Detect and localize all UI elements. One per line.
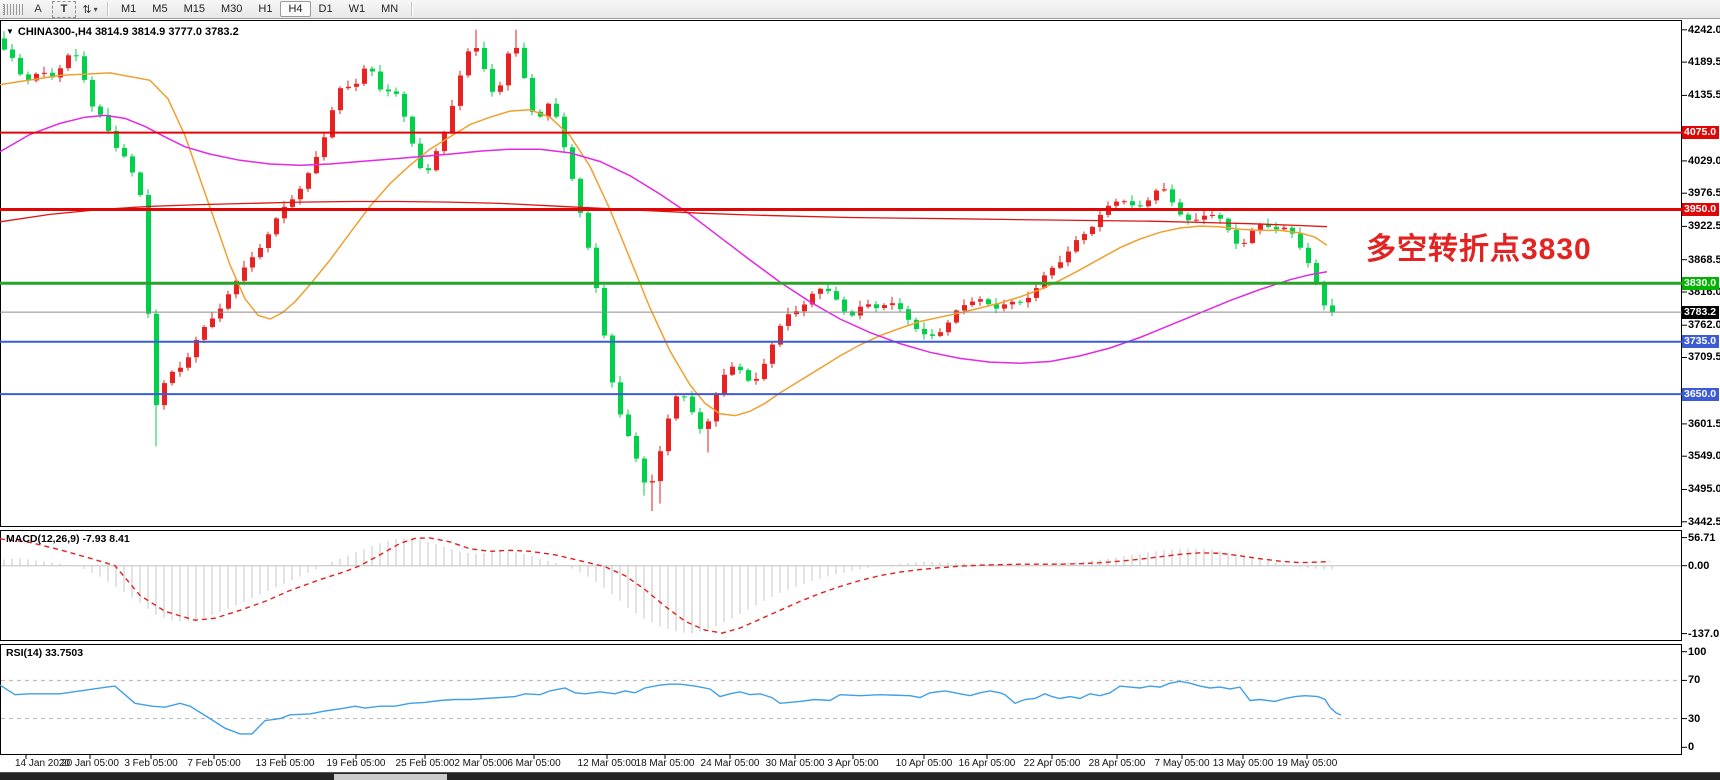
rsi-tick-label: 100 — [1688, 645, 1707, 658]
price-tick-label: 4029.0 — [1688, 154, 1720, 167]
x-axis-label: 13 Feb 05:00 — [255, 758, 315, 769]
timeframe-group: M1 M5 M15 M30 H1 H4 D1 W1 MN — [113, 0, 406, 17]
taskbar[interactable] — [0, 772, 1720, 780]
price-tag-3950.0: 3950.0 — [1682, 203, 1719, 216]
rsi-panel[interactable] — [0, 644, 1682, 755]
x-axis-label: 7 May 05:00 — [1154, 758, 1210, 769]
price-tag-3783.2: 3783.2 — [1682, 305, 1719, 319]
x-axis-label: 14 Jan 2020 — [14, 758, 71, 769]
rsi-indicator-label: RSI(14) 33.7503 — [6, 647, 84, 659]
arrows-tool[interactable]: ⇅ ▾ — [80, 2, 100, 17]
price-tick-label: 3601.5 — [1688, 417, 1720, 430]
x-axis-label: 30 Mar 05:00 — [765, 758, 825, 769]
chart-annotation-text[interactable]: 多空转折点3830 — [1366, 233, 1592, 266]
ma-slow-line — [0, 200, 1328, 228]
price-tick-label: 3495.0 — [1688, 483, 1720, 496]
timeframe-button-d1[interactable]: D1 — [318, 2, 333, 15]
ma-mid-line — [0, 114, 1328, 365]
x-axis-label: 12 Mar 05:00 — [577, 758, 637, 769]
price-tick-label: 3976.5 — [1688, 187, 1720, 200]
x-axis-label: 13 May 05:00 — [1212, 758, 1274, 769]
price-tick-label: 4242.0 — [1688, 23, 1720, 36]
taskbar-segment — [334, 774, 447, 780]
toolbar-separator — [107, 2, 108, 16]
macd-signal-line — [0, 537, 1331, 634]
timeframe-button-h1[interactable]: H1 — [258, 2, 273, 15]
price-tick-label: 3868.5 — [1688, 253, 1720, 266]
rsi-tick-label: 30 — [1688, 712, 1701, 725]
timeframe-button-m5[interactable]: M5 — [152, 2, 168, 15]
x-axis-label: 28 Apr 05:00 — [1088, 758, 1146, 769]
price-tick-label: 3922.5 — [1688, 220, 1720, 233]
price-tick-label: 4135.5 — [1688, 89, 1720, 102]
rsi-tick-label: 70 — [1688, 674, 1701, 687]
candles-layer — [2, 29, 1335, 511]
timeframe-button-h4[interactable]: H4 — [280, 0, 311, 17]
text-label-tool[interactable]: A — [34, 3, 42, 15]
timeframe-button-w1[interactable]: W1 — [348, 2, 366, 15]
price-tick-label: 3762.0 — [1688, 319, 1720, 332]
x-axis-label: 19 Feb 05:00 — [326, 758, 386, 769]
main-chart-panel[interactable] — [0, 20, 1682, 527]
timeframe-button-m30[interactable]: M30 — [220, 2, 243, 15]
text-tool[interactable]: T — [52, 0, 76, 18]
price-tick-label: 3442.5 — [1688, 515, 1720, 528]
price-tag-4075.0: 4075.0 — [1682, 126, 1719, 140]
chart-title: ▼ CHINA300-,H4 3814.9 3814.9 3777.0 3783.… — [6, 26, 239, 38]
axis-ticks — [25, 29, 1687, 759]
macd-indicator-label: MACD(12,26,9) -7.93 8.41 — [6, 533, 130, 545]
x-axis-label: 18 Mar 05:00 — [635, 758, 695, 769]
timeframe-button-mn[interactable]: MN — [381, 2, 399, 15]
x-axis-label: 2 Mar 05:00 — [454, 758, 508, 769]
symbol-dropdown-icon[interactable]: ▼ — [6, 27, 14, 36]
arrows-icon: ⇅ — [82, 3, 92, 16]
toolbar: A T ⇅ ▾ M1 M5 M15 M30 H1 H4 D1 W1 MN — [0, 0, 1720, 19]
x-axis-label: 20 Jan 05:00 — [61, 758, 119, 769]
price-tick-label: 4189.5 — [1688, 56, 1720, 69]
macd-tick-label: 56.71 — [1688, 531, 1716, 544]
x-axis-label: 19 May 05:00 — [1276, 758, 1338, 769]
price-tag-3830.0: 3830.0 — [1682, 276, 1719, 290]
x-axis-label: 3 Feb 05:00 — [124, 758, 178, 769]
x-axis-label: 24 Mar 05:00 — [700, 758, 760, 769]
chart-title-text: CHINA300-,H4 3814.9 3814.9 3777.0 3783.2 — [17, 26, 239, 38]
x-axis-label: 7 Feb 05:00 — [187, 758, 241, 769]
x-axis-label: 10 Apr 05:00 — [895, 758, 953, 769]
macd-tick-label: 0.00 — [1688, 559, 1710, 572]
price-tick-label: 3709.5 — [1688, 351, 1720, 364]
timeframe-button-m1[interactable]: M1 — [121, 2, 137, 15]
x-axis-label: 25 Feb 05:00 — [395, 758, 455, 769]
toolbar-separator-2 — [411, 2, 413, 16]
dropdown-caret-icon: ▾ — [93, 4, 98, 14]
x-axis-label: 3 Apr 05:00 — [827, 758, 879, 769]
rsi-tick-label: 0 — [1688, 741, 1695, 754]
macd-tick-label: -137.01 — [1688, 627, 1720, 640]
rsi-line — [0, 680, 1342, 735]
x-axis-label: 16 Apr 05:00 — [958, 758, 1016, 769]
x-axis-label: 22 Apr 05:00 — [1023, 758, 1081, 769]
timeframe-button-m15[interactable]: M15 — [183, 2, 205, 15]
horizontal-lines-layer[interactable] — [0, 131, 1682, 396]
x-axis-label: 6 Mar 05:00 — [507, 758, 561, 769]
price-tag-3735.0: 3735.0 — [1682, 335, 1719, 349]
chart-grid-icon[interactable] — [3, 3, 24, 15]
price-tick-label: 3549.0 — [1688, 450, 1720, 463]
price-tag-3650.0: 3650.0 — [1682, 387, 1719, 401]
